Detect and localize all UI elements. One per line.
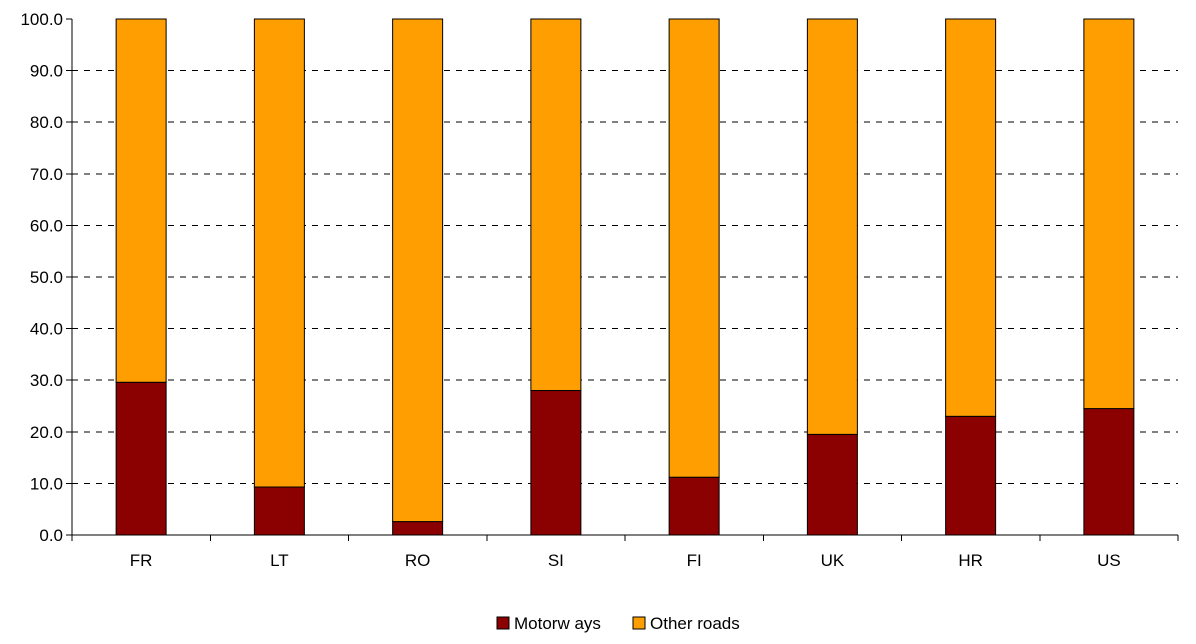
legend-label: Motorw ays — [514, 614, 601, 633]
bar-motorways-hr — [945, 415, 997, 536]
y-tick-label: 10.0 — [30, 474, 63, 493]
legend-label: Other roads — [650, 614, 740, 633]
bar-other-roads-fr — [115, 18, 167, 383]
x-tick-label: SI — [548, 551, 564, 570]
y-tick-label: 70.0 — [30, 165, 63, 184]
x-tick-label: HR — [958, 551, 983, 570]
bar-other-roads-hr — [945, 18, 997, 417]
bars — [115, 18, 1135, 536]
bar-motorways-fi — [668, 476, 720, 536]
y-tick-label: 50.0 — [30, 268, 63, 287]
bar-other-roads-si — [530, 18, 582, 392]
x-tick-label: RO — [405, 551, 431, 570]
bar-other-roads-us — [1083, 18, 1135, 410]
legend-swatch — [496, 616, 510, 630]
bar-motorways-fr — [115, 381, 167, 536]
gridlines — [72, 70, 1178, 484]
y-axis-tick-labels: 0.0 10.0 20.0 30.0 40.0 50.0 60.0 70.0 80.0 90.0 1… — [20, 10, 63, 545]
y-tick-label: 0.0 — [39, 526, 63, 545]
y-tick-label: 100.0 — [20, 10, 63, 29]
y-tick-label: 80.0 — [30, 113, 63, 132]
bar-other-roads-lt — [253, 18, 305, 488]
x-axis-tick-labels: FR LT RO SI FI UK HR US — [130, 551, 1121, 570]
bar-motorways-us — [1083, 408, 1135, 536]
axes — [66, 18, 1179, 541]
y-tick-label: 60.0 — [30, 216, 63, 235]
y-tick-label: 30.0 — [30, 371, 63, 390]
x-tick-label: UK — [821, 551, 845, 570]
bar-motorways-ro — [392, 521, 444, 536]
legend: Motorw ays Other roads — [496, 614, 740, 633]
bar-other-roads-ro — [392, 18, 444, 523]
y-tick-label: 90.0 — [30, 62, 63, 81]
y-tick-label: 40.0 — [30, 320, 63, 339]
bar-motorways-uk — [806, 433, 858, 536]
legend-swatch — [632, 616, 646, 630]
x-tick-label: US — [1097, 551, 1121, 570]
bar-motorways-lt — [253, 486, 305, 536]
y-tick-label: 20.0 — [30, 423, 63, 442]
x-tick-label: LT — [270, 551, 289, 570]
x-tick-label: FR — [130, 551, 153, 570]
bar-other-roads-fi — [668, 18, 720, 478]
x-tick-label: FI — [687, 551, 702, 570]
bar-other-roads-uk — [806, 18, 858, 435]
bar-motorways-si — [530, 390, 582, 536]
